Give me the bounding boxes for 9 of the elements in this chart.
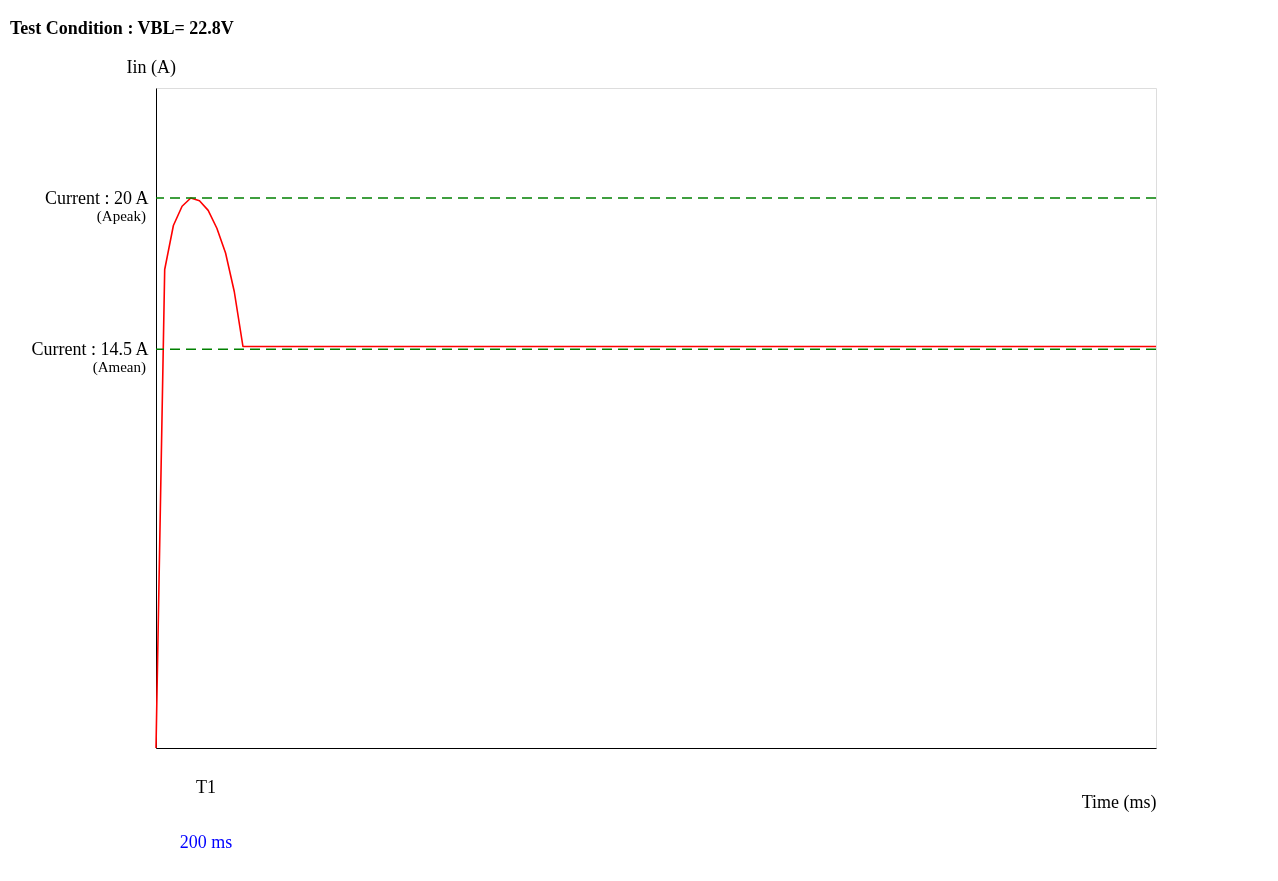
text: 200 ms <box>179 832 233 852</box>
y-tick-label: Current : 20 A <box>45 187 149 208</box>
y-tick-label: Current : 14.5 A <box>31 338 149 359</box>
x-axis-title: Time (ms) <box>1081 791 1157 813</box>
y-axis-title: Iin (A) <box>126 56 176 78</box>
ref-line-label: (Apeak) <box>96 208 146 225</box>
text: T1 <box>196 777 216 797</box>
ref-line-label: (Amean) <box>92 359 146 377</box>
chart-title: Test Condition : VBL= 22.8V <box>10 18 234 38</box>
